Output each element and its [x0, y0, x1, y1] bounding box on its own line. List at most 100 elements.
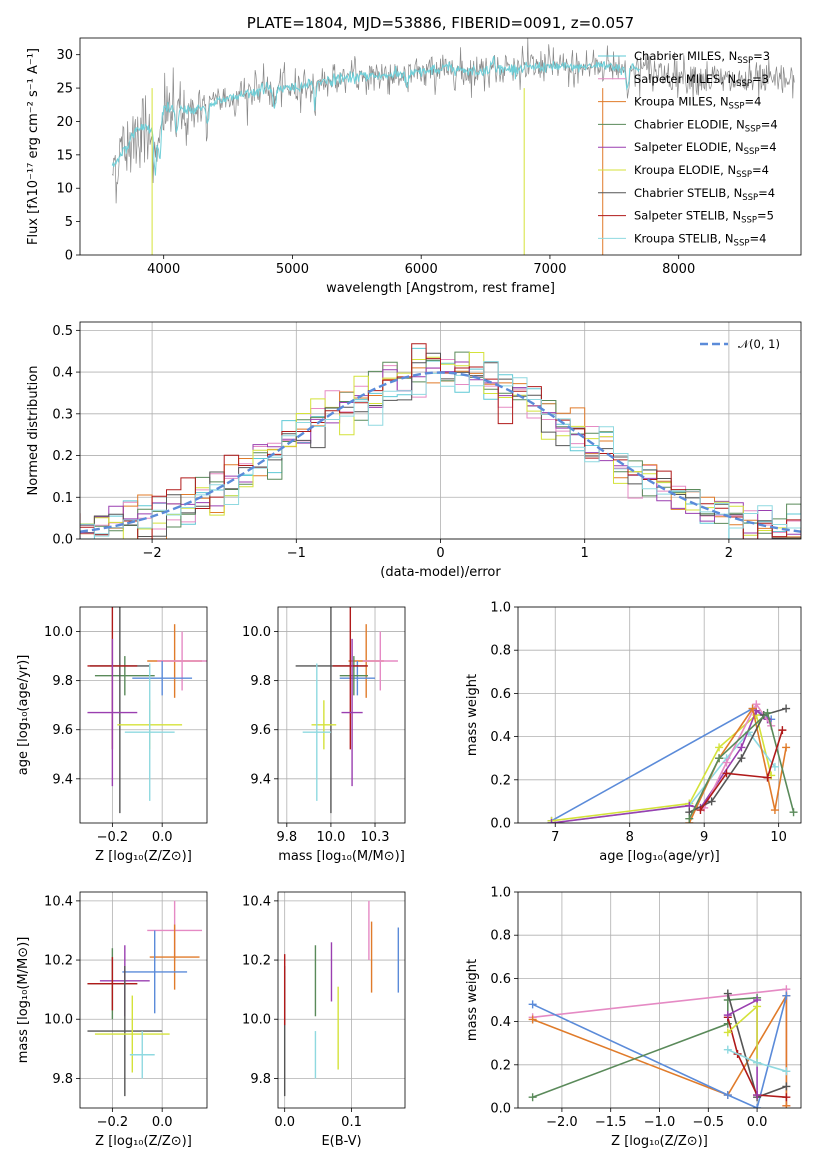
x-tick-label: −0.2: [97, 1115, 129, 1130]
y-tick-label: 10.2: [44, 954, 73, 969]
axes-frame: [277, 891, 406, 1109]
plot-area: [295, 607, 398, 814]
y-tick-label: 0.4: [490, 730, 511, 745]
y-tick-label: 0.0: [490, 817, 511, 832]
x-axis-label: Z [log₁₀(Z/Z⊙)]: [611, 1134, 708, 1149]
series-marker: [737, 743, 746, 752]
x-axis-label: Z [log₁₀(Z/Z⊙)]: [95, 849, 192, 864]
y-tick-label: 10.2: [242, 954, 271, 969]
y-tick-label: 5: [65, 215, 73, 230]
plot-area: [283, 900, 400, 1097]
series-line: [532, 997, 758, 1098]
series-marker: [782, 1082, 791, 1091]
axes-frame: [517, 606, 802, 824]
errorbar-point: [122, 930, 188, 1014]
y-tick-label: 9.8: [52, 1072, 73, 1087]
legend-label: Salpeter STELIB, NSSP=5: [634, 209, 774, 226]
series-marker: [723, 1091, 732, 1100]
y-tick-label: 0.2: [52, 449, 73, 464]
plot-area: [80, 343, 801, 539]
series-marker: [723, 1045, 732, 1054]
series-marker: [722, 758, 731, 767]
series-marker: [715, 754, 724, 763]
y-tick-label: 10.0: [242, 625, 271, 640]
normal-curve-line: [80, 371, 801, 533]
panel-mass-weight-vs-Z: −2.0 −1.5 −1.0 −0.5 0.0 0.0 0.2 0.4 0.6 0.8 1.0 Z […: [465, 886, 802, 1149]
series-marker: [763, 708, 772, 717]
series-marker: [737, 754, 746, 763]
series-marker: [547, 819, 556, 823]
x-tick-label: −1: [287, 546, 306, 561]
x-tick-label: 2: [725, 546, 733, 561]
y-tick-label: 0.0: [52, 533, 73, 548]
x-tick-label: 10: [770, 830, 787, 845]
legend-label: Chabrier MILES, NSSP=3: [634, 49, 770, 66]
legend-label: 𝒩(0, 1): [738, 337, 780, 351]
y-axis-label: mass [log₁₀(M/M⊙)]: [16, 937, 31, 1064]
y-tick-label: 20: [56, 115, 73, 130]
legend-label: Salpeter MILES, NSSP=3: [634, 72, 769, 89]
errorbar-point: [87, 965, 163, 1097]
y-axis-label: age [log₁₀(age/yr)]: [16, 655, 31, 776]
y-tick-label: 9.8: [250, 674, 271, 689]
series-marker: [723, 989, 732, 998]
panel-mass-weight-vs-age: 7 8 9 10 0.0 0.2 0.4 0.6 0.8 1.0 age [log₁₀(age/yr…: [465, 601, 802, 864]
y-tick-label: 9.8: [52, 674, 73, 689]
plot-area: [547, 700, 798, 823]
x-tick-label: 5000: [276, 262, 309, 277]
x-axis-label: E(B-V): [321, 1134, 361, 1149]
series-marker: [782, 1067, 791, 1076]
series-marker: [782, 704, 791, 713]
errorbar-point: [302, 663, 331, 801]
x-axis-label: age [log₁₀(age/yr)]: [599, 849, 720, 864]
series-marker: [707, 797, 716, 806]
x-tick-label: −1.5: [595, 1115, 627, 1130]
x-tick-label: 9: [700, 830, 708, 845]
x-tick-label: 1: [581, 546, 589, 561]
y-tick-label: 1.0: [490, 886, 511, 901]
plot-area: [528, 985, 791, 1108]
x-tick-label: −0.2: [97, 830, 129, 845]
axes-frame: [517, 891, 802, 1109]
y-tick-label: 0.0: [490, 1102, 511, 1117]
x-axis-label: mass [log₁₀(M/M⊙)]: [278, 849, 405, 864]
legend-label: Kroupa ELODIE, NSSP=4: [634, 163, 769, 180]
series-marker: [782, 743, 791, 752]
errorbar-point: [157, 631, 207, 691]
errorbar-point: [339, 656, 368, 696]
series-marker: [770, 762, 779, 771]
y-tick-label: 15: [56, 148, 73, 163]
axes-frame: [79, 606, 208, 824]
series-marker: [528, 1000, 537, 1009]
series-marker: [770, 806, 779, 815]
errorbar-point: [339, 661, 376, 696]
series-line: [688, 711, 795, 820]
y-tick-label: 9.6: [52, 723, 73, 738]
y-tick-label: 0.3: [52, 407, 73, 422]
y-tick-label: 0: [65, 249, 73, 264]
series-marker: [782, 1101, 791, 1108]
series-marker: [753, 1091, 762, 1100]
x-tick-label: 0.0: [152, 830, 173, 845]
series-marker: [685, 814, 694, 823]
legend-label: Chabrier STELIB, NSSP=4: [634, 186, 775, 203]
errorbar-point: [332, 607, 368, 750]
y-tick-label: 30: [56, 48, 73, 63]
y-tick-label: 10: [56, 182, 73, 197]
x-axis-label: wavelength [Angstrom, rest frame]: [326, 281, 555, 296]
x-tick-label: 0.0: [152, 1115, 173, 1130]
y-tick-label: 1.0: [490, 601, 511, 616]
axes-frame: [79, 321, 802, 540]
x-tick-label: 4000: [147, 262, 180, 277]
x-tick-label: 7: [551, 830, 559, 845]
errorbar-point: [94, 656, 155, 696]
y-tick-label: 0.8: [490, 929, 511, 944]
series-marker: [748, 704, 757, 713]
y-tick-label: 0.5: [52, 324, 73, 339]
y-tick-label: 0.4: [52, 366, 73, 381]
series-marker: [789, 808, 798, 817]
histogram-step-line: [80, 361, 801, 537]
errorbar-point: [129, 1031, 155, 1079]
y-tick-label: 10.4: [242, 894, 271, 909]
y-axis-label: Flux [fλ10⁻¹⁷ erg cm⁻² s⁻¹ A⁻¹]: [26, 48, 41, 245]
